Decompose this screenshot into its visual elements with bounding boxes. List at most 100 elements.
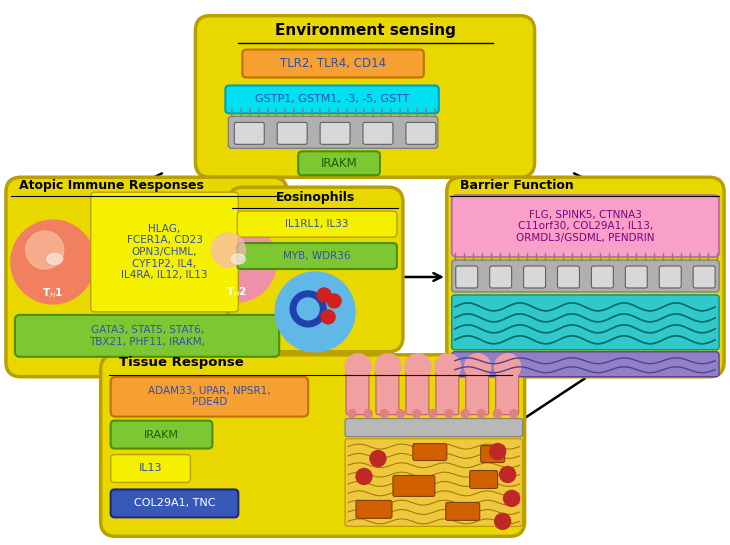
FancyBboxPatch shape xyxy=(237,211,397,237)
FancyBboxPatch shape xyxy=(356,500,392,518)
Text: Barrier Function: Barrier Function xyxy=(460,179,574,192)
Circle shape xyxy=(490,444,506,459)
Circle shape xyxy=(348,410,356,417)
FancyBboxPatch shape xyxy=(234,123,264,144)
Ellipse shape xyxy=(231,254,245,264)
Text: FLG, SPINK5, CTNNA3
C11orf30, COL29A1, IL13,
ORMDL3/GSDML, PENDRIN: FLG, SPINK5, CTNNA3 C11orf30, COL29A1, I… xyxy=(516,209,655,243)
FancyBboxPatch shape xyxy=(469,470,498,488)
FancyBboxPatch shape xyxy=(452,260,719,292)
FancyBboxPatch shape xyxy=(490,266,512,288)
FancyBboxPatch shape xyxy=(228,117,438,148)
FancyBboxPatch shape xyxy=(15,315,279,357)
Circle shape xyxy=(510,410,518,417)
FancyBboxPatch shape xyxy=(659,266,681,288)
FancyBboxPatch shape xyxy=(447,177,724,377)
Circle shape xyxy=(275,272,355,352)
FancyBboxPatch shape xyxy=(111,489,238,517)
Text: TLR2, TLR4, CD14: TLR2, TLR4, CD14 xyxy=(280,57,386,70)
Circle shape xyxy=(477,410,485,417)
Circle shape xyxy=(495,354,520,380)
Circle shape xyxy=(364,410,372,417)
Circle shape xyxy=(317,288,331,302)
Circle shape xyxy=(291,291,326,327)
Text: IRAKM: IRAKM xyxy=(144,429,179,440)
Circle shape xyxy=(380,410,388,417)
FancyBboxPatch shape xyxy=(452,352,719,377)
FancyBboxPatch shape xyxy=(345,439,523,526)
Ellipse shape xyxy=(47,253,63,264)
FancyBboxPatch shape xyxy=(626,266,648,288)
Circle shape xyxy=(370,451,386,467)
FancyBboxPatch shape xyxy=(694,266,715,288)
Circle shape xyxy=(429,410,437,417)
FancyBboxPatch shape xyxy=(111,421,212,449)
FancyBboxPatch shape xyxy=(591,266,613,288)
Circle shape xyxy=(445,410,453,417)
FancyBboxPatch shape xyxy=(452,195,719,257)
FancyBboxPatch shape xyxy=(242,50,424,77)
FancyBboxPatch shape xyxy=(101,355,525,536)
FancyBboxPatch shape xyxy=(228,187,403,352)
FancyBboxPatch shape xyxy=(413,444,447,461)
Text: Atopic Immune Responses: Atopic Immune Responses xyxy=(19,179,204,192)
FancyBboxPatch shape xyxy=(466,365,488,415)
FancyBboxPatch shape xyxy=(446,502,480,520)
FancyBboxPatch shape xyxy=(6,177,287,377)
Text: IL1RL1, IL33: IL1RL1, IL33 xyxy=(285,219,349,229)
FancyBboxPatch shape xyxy=(196,16,534,177)
Text: T$_H$1: T$_H$1 xyxy=(42,286,64,300)
FancyBboxPatch shape xyxy=(277,123,307,144)
Text: COL29A1, TNC: COL29A1, TNC xyxy=(134,499,215,508)
Circle shape xyxy=(375,354,401,380)
FancyBboxPatch shape xyxy=(237,243,397,269)
Text: Environment sensing: Environment sensing xyxy=(274,23,456,38)
FancyBboxPatch shape xyxy=(480,446,504,463)
Circle shape xyxy=(327,294,341,308)
Circle shape xyxy=(412,410,420,417)
FancyBboxPatch shape xyxy=(226,86,439,113)
FancyBboxPatch shape xyxy=(406,123,436,144)
FancyBboxPatch shape xyxy=(436,365,458,415)
FancyBboxPatch shape xyxy=(298,152,380,175)
Text: Tissue Response: Tissue Response xyxy=(119,356,243,370)
Circle shape xyxy=(435,354,461,380)
Text: Eosinophils: Eosinophils xyxy=(275,191,355,204)
FancyBboxPatch shape xyxy=(523,266,545,288)
Text: MYB, WDR36: MYB, WDR36 xyxy=(283,251,351,261)
Circle shape xyxy=(345,354,371,380)
Circle shape xyxy=(356,469,372,485)
Text: T$_H$2: T$_H$2 xyxy=(226,285,247,299)
Circle shape xyxy=(499,467,515,482)
FancyBboxPatch shape xyxy=(456,266,477,288)
Circle shape xyxy=(465,354,491,380)
Circle shape xyxy=(196,222,276,302)
FancyBboxPatch shape xyxy=(452,295,719,350)
FancyBboxPatch shape xyxy=(363,123,393,144)
FancyBboxPatch shape xyxy=(320,123,350,144)
FancyBboxPatch shape xyxy=(111,377,308,416)
Circle shape xyxy=(504,490,520,506)
FancyBboxPatch shape xyxy=(91,192,238,312)
Text: GSTP1, GSTM1, -3, -5, GSTT: GSTP1, GSTM1, -3, -5, GSTT xyxy=(255,94,410,105)
FancyBboxPatch shape xyxy=(393,475,435,496)
Circle shape xyxy=(495,513,510,529)
FancyBboxPatch shape xyxy=(376,365,399,415)
Circle shape xyxy=(297,298,319,320)
FancyBboxPatch shape xyxy=(111,455,191,482)
Circle shape xyxy=(461,410,469,417)
FancyBboxPatch shape xyxy=(496,365,518,415)
Circle shape xyxy=(26,231,64,269)
Circle shape xyxy=(11,220,95,304)
Circle shape xyxy=(396,410,404,417)
FancyBboxPatch shape xyxy=(346,365,369,415)
Text: ADAM33, UPAR, NPSR1,
PDE4D: ADAM33, UPAR, NPSR1, PDE4D xyxy=(148,386,271,408)
Text: IRAKM: IRAKM xyxy=(320,157,358,170)
Circle shape xyxy=(405,354,431,380)
Text: HLAG,
FCER1A, CD23
OPN3/CHML,
CYF1P2, IL4,
IL4RA, IL12, IL13: HLAG, FCER1A, CD23 OPN3/CHML, CYF1P2, IL… xyxy=(121,224,208,280)
FancyBboxPatch shape xyxy=(345,419,523,437)
Text: IL13: IL13 xyxy=(139,463,162,474)
FancyBboxPatch shape xyxy=(558,266,580,288)
Circle shape xyxy=(321,310,335,324)
Circle shape xyxy=(493,410,502,417)
FancyBboxPatch shape xyxy=(406,365,429,415)
